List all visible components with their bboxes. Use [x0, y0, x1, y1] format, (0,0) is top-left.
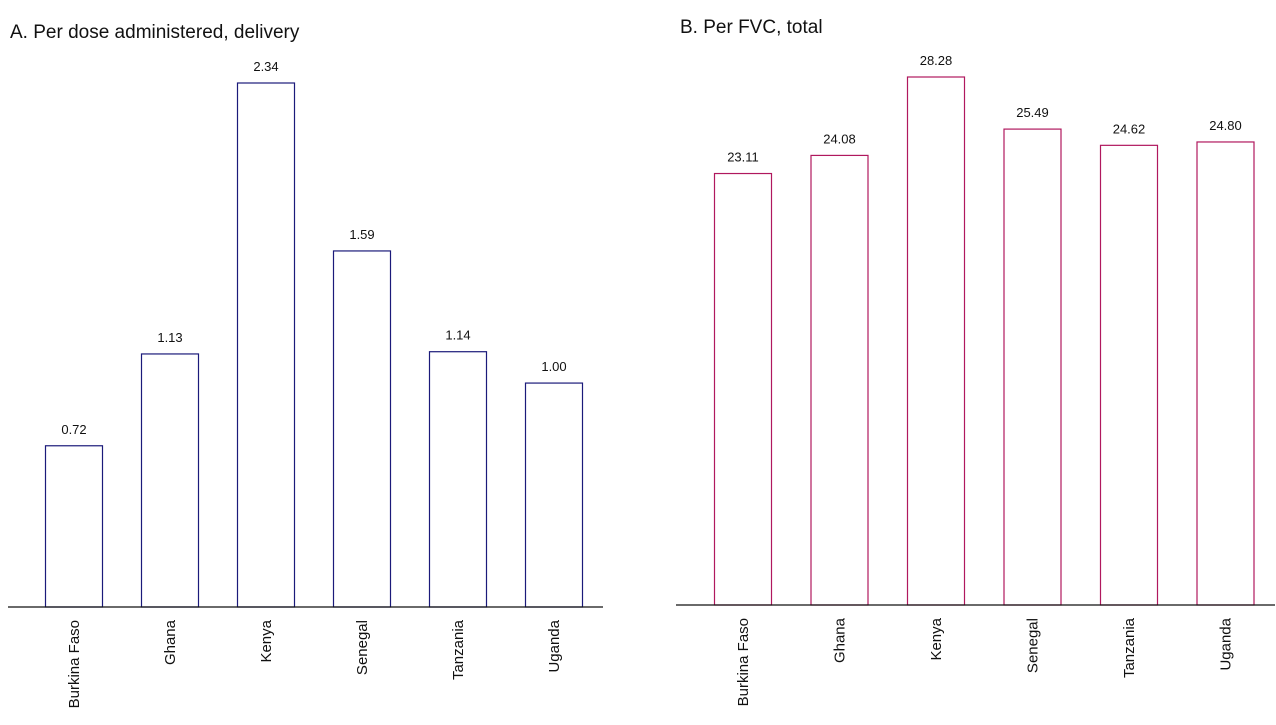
- panel-a-bar-1: [140, 353, 200, 608]
- panel-a-value-label-5: 1.00: [541, 359, 566, 374]
- panel-a-category-label-2: Kenya: [258, 619, 275, 662]
- panel-a-value-label-1: 1.13: [157, 330, 182, 345]
- panel-b-bar-2: [906, 76, 966, 606]
- panel-b-category-label-0: Burkina Faso: [735, 618, 752, 706]
- panel-a-value-label-0: 0.72: [61, 422, 86, 437]
- panel-b-value-label-5: 24.80: [1209, 118, 1242, 133]
- panel-b: B. Per FVC, total 23.11 Burkina Faso 24.08…: [676, 17, 1275, 706]
- panel-b-bar-3: [1003, 128, 1062, 606]
- panel-b-bar-1: [810, 154, 869, 606]
- panel-a-value-label-2: 2.34: [253, 59, 278, 74]
- panel-a-category-label-4: Tanzania: [450, 619, 467, 680]
- panel-b-bar-4: [1099, 144, 1159, 606]
- panel-b-title: B. Per FVC, total: [680, 17, 823, 38]
- panel-b-category-label-3: Senegal: [1025, 618, 1042, 673]
- panel-b-bar-0: [713, 172, 773, 606]
- panel-b-category-label-2: Kenya: [928, 617, 945, 660]
- panel-b-value-label-4: 24.62: [1113, 121, 1146, 136]
- panel-b-category-label-4: Tanzania: [1121, 617, 1138, 678]
- panel-a-value-label-3: 1.59: [349, 227, 374, 242]
- panel-a-title: A. Per dose administered, delivery: [10, 22, 300, 43]
- panel-a-category-label-5: Uganda: [546, 619, 563, 672]
- panel-a-bar-5: [524, 382, 584, 608]
- panel-b-value-label-2: 28.28: [920, 53, 953, 68]
- panel-a-value-label-4: 1.14: [445, 328, 470, 343]
- panel-a-bar-3: [332, 250, 392, 608]
- panel-b-bar-5: [1196, 141, 1255, 606]
- panel-b-bars: 23.11 Burkina Faso 24.08 Ghana 28.28 Kenya 25.…: [713, 53, 1255, 706]
- panel-b-value-label-3: 25.49: [1016, 105, 1049, 120]
- panel-b-value-label-1: 24.08: [823, 131, 856, 146]
- panel-a-bar-0: [44, 445, 104, 608]
- panel-b-value-label-0: 23.11: [727, 150, 759, 165]
- panel-a-category-label-1: Ghana: [162, 619, 179, 665]
- panel-a-bars: 0.72 Burkina Faso 1.13 Ghana 2.34 Kenya 1.59 Se…: [44, 59, 584, 708]
- panel-a-bar-4: [428, 351, 488, 608]
- panel-b-category-label-1: Ghana: [832, 617, 849, 663]
- panel-a: A. Per dose administered, delivery 0.72 B…: [8, 22, 603, 708]
- panel-a-bar-2: [236, 82, 296, 608]
- panel-a-category-label-0: Burkina Faso: [66, 620, 83, 708]
- panel-b-category-label-5: Uganda: [1218, 617, 1235, 670]
- panel-a-category-label-3: Senegal: [354, 620, 371, 675]
